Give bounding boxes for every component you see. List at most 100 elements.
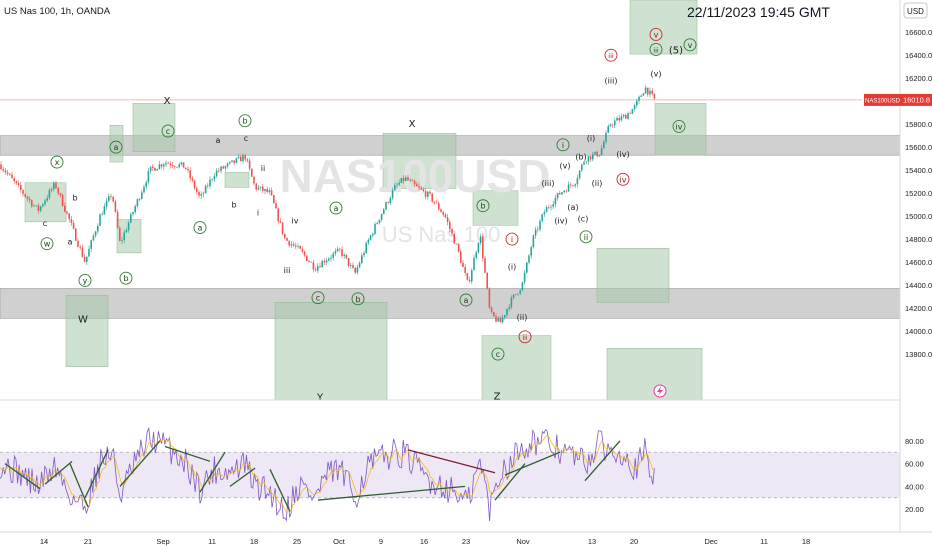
candle-body: [365, 242, 367, 253]
candle-body: [165, 162, 167, 165]
candle-body: [28, 198, 31, 201]
candle-body: [22, 190, 24, 194]
wave-label: (i): [587, 134, 595, 143]
candle-body: [534, 229, 537, 236]
rsi-trendline-3[interactable]: [84, 449, 109, 499]
candle-body: [493, 311, 495, 317]
candle-body: [235, 158, 238, 163]
candle-body: [273, 195, 275, 204]
rsi-tick-label: 60.00: [905, 460, 924, 469]
candle-body: [301, 248, 304, 252]
wave-label: (b): [575, 152, 586, 161]
rsi-trendline-10[interactable]: [407, 449, 496, 474]
candle-body: [61, 194, 64, 207]
wave-label-ring: [476, 199, 490, 213]
candle-body: [200, 194, 202, 196]
candle-body: [396, 184, 398, 186]
price-tick-label: 15000.0: [905, 212, 932, 221]
candle-body: [86, 256, 88, 262]
candle-body: [629, 113, 631, 114]
price-tick-label: 15200.0: [905, 189, 932, 198]
wave-label-ring: [616, 172, 630, 186]
candle-body: [341, 249, 343, 256]
candle-body: [521, 282, 524, 291]
time-tick-label: Dec: [704, 537, 718, 546]
wave-label-ring: [683, 38, 697, 52]
wave-label-ring: [119, 271, 133, 285]
candle-body: [237, 156, 240, 159]
candle-body: [83, 256, 86, 262]
candle-body: [81, 247, 84, 257]
candle-body: [31, 200, 33, 207]
time-tick-label: 25: [293, 537, 301, 546]
candle-body: [310, 261, 312, 263]
rsi-trendline-11[interactable]: [494, 463, 526, 501]
time-tick-label: 18: [250, 537, 258, 546]
wave-label: (v): [651, 70, 662, 79]
zone-gray-1: [0, 288, 901, 319]
candle-body: [11, 174, 13, 179]
rsi-trendline-8[interactable]: [269, 469, 291, 512]
price-tag-value-bg: [901, 93, 932, 106]
wave-label: b: [242, 117, 247, 126]
candle-body: [204, 185, 207, 194]
candle-body: [75, 228, 77, 241]
rsi-trendline-13[interactable]: [584, 440, 621, 482]
candle-body: [574, 184, 576, 186]
candle-body: [251, 168, 253, 177]
rsi-trendline-5[interactable]: [164, 445, 211, 462]
lightning-icon[interactable]: [653, 384, 667, 398]
rsi-axis[interactable]: 20.00 40.00 60.00 80.00: [905, 437, 924, 514]
candle-body: [512, 294, 515, 298]
candle-body: [160, 164, 163, 167]
rsi-trendline-2[interactable]: [69, 463, 89, 508]
candle-body: [169, 163, 172, 166]
rsi-trendline-12[interactable]: [504, 451, 561, 476]
time-tick-label: 16: [420, 537, 428, 546]
candle-body: [537, 229, 539, 230]
price-axis[interactable]: 13800.0 14000.0 14200.0 14400.0 14600.0 14800…: [905, 28, 932, 359]
candle-body: [191, 178, 194, 181]
candle-body: [13, 178, 15, 182]
candle-body: [20, 184, 22, 191]
candle-body: [565, 190, 568, 192]
candle-body: [642, 93, 645, 96]
wave-label: b: [123, 274, 128, 283]
lightning-icon-bolt: [657, 386, 663, 396]
rsi-trendline-6[interactable]: [199, 451, 226, 493]
candle-body: [501, 317, 504, 323]
wave-label: c: [43, 219, 47, 228]
currency-label: USD: [907, 7, 924, 16]
wave-label: (c): [578, 214, 589, 223]
rsi-trendline-4[interactable]: [119, 440, 161, 487]
zone-green-11: [481, 335, 552, 401]
candle-body: [517, 293, 519, 295]
rsi-trendline-7[interactable]: [229, 467, 256, 487]
candle-body: [134, 206, 136, 213]
wave-label: i: [562, 141, 564, 150]
rsi-trendline-0[interactable]: [4, 463, 41, 490]
currency-button[interactable]: USD: [903, 2, 928, 19]
time-axis[interactable]: 14 21 Sep 11 18 25 Oct 9 16 23 Nov 13 20 Dec 11 18: [40, 537, 810, 546]
time-tick-label: 23: [462, 537, 470, 546]
candle-body: [638, 96, 640, 101]
candle-body: [92, 235, 95, 241]
candle-body: [196, 188, 198, 193]
candle-body: [548, 207, 550, 208]
candle-body: [231, 160, 233, 162]
candle-body: [66, 211, 68, 214]
time-tick-label: 21: [84, 537, 92, 546]
candle-body: [457, 243, 460, 252]
candle-body: [46, 197, 48, 201]
rsi-trendline-1[interactable]: [44, 460, 73, 485]
candle-body: [653, 93, 656, 99]
candle-body: [127, 222, 130, 231]
rsi-trendline-9[interactable]: [317, 485, 466, 501]
candle-body: [105, 200, 108, 207]
time-tick-label: Sep: [156, 537, 169, 546]
candle-body: [174, 166, 176, 167]
wave-label: b: [231, 201, 236, 210]
time-tick-label: 13: [588, 537, 596, 546]
wave-label: iii: [284, 266, 291, 275]
